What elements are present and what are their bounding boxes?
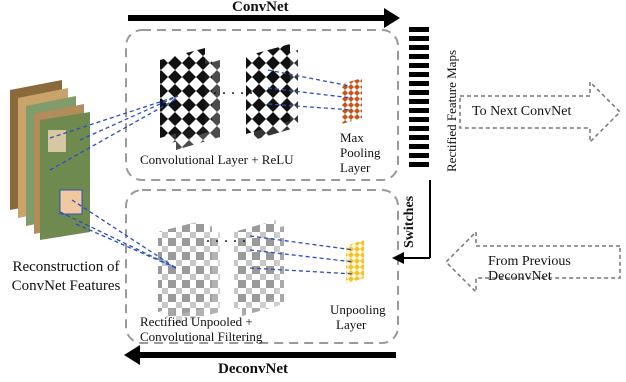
switches-label: Switches bbox=[402, 195, 417, 248]
top-connectors bbox=[49, 69, 353, 171]
unpooling-label: Unpooling Layer bbox=[330, 302, 386, 332]
convnet-arrow bbox=[128, 8, 400, 28]
to-next-label: To Next ConvNet bbox=[472, 104, 572, 119]
bottom-dots: · · · · · bbox=[206, 234, 248, 248]
reconstruction-label: Reconstruction of ConvNet Features bbox=[2, 258, 130, 296]
convnet-label: ConvNet bbox=[232, 0, 289, 15]
unpooled-line-2: Convolutional Filtering bbox=[140, 329, 263, 344]
deconvnet-arrow bbox=[124, 345, 396, 365]
rectified-feature-maps-label: Rectified Feature Maps bbox=[444, 49, 459, 172]
from-prev-label: From Previous DeconvNet bbox=[488, 254, 571, 284]
max-pooling-map bbox=[342, 78, 362, 124]
max-pooling-line-1: Max bbox=[340, 130, 364, 145]
convnet-box bbox=[125, 29, 399, 181]
input-image-stack-icon bbox=[10, 80, 90, 240]
unpooled-feature-maps bbox=[158, 220, 284, 324]
max-pooling-line-3: Layer bbox=[340, 160, 371, 175]
conv-feature-maps bbox=[160, 44, 298, 150]
reconstruction-line-1: Reconstruction of bbox=[12, 259, 120, 275]
max-pooling-line-2: Pooling bbox=[340, 145, 381, 160]
deconvnet-label: DeconvNet bbox=[218, 361, 288, 377]
top-dots: · · · · · bbox=[213, 86, 255, 100]
to-next-arrow bbox=[459, 80, 622, 144]
deconvnet-box bbox=[125, 189, 399, 344]
bottom-connectors bbox=[59, 199, 355, 275]
unpooling-map bbox=[346, 240, 364, 284]
unpooling-line-1: Unpooling bbox=[330, 302, 386, 317]
reconstruction-line-2: ConvNet Features bbox=[11, 278, 121, 294]
switches-arrow-icon bbox=[392, 180, 431, 264]
unpooled-line-1: Rectified Unpooled + bbox=[140, 314, 253, 329]
unpooled-label: Rectified Unpooled + Convolutional Filte… bbox=[140, 314, 262, 344]
max-pooling-label: Max Pooling Layer bbox=[340, 130, 380, 175]
rectified-feature-maps-bars-icon bbox=[409, 27, 429, 167]
conv-layer-label: Convolutional Layer + ReLU bbox=[140, 152, 294, 167]
unpooling-line-2: Layer bbox=[336, 317, 367, 332]
